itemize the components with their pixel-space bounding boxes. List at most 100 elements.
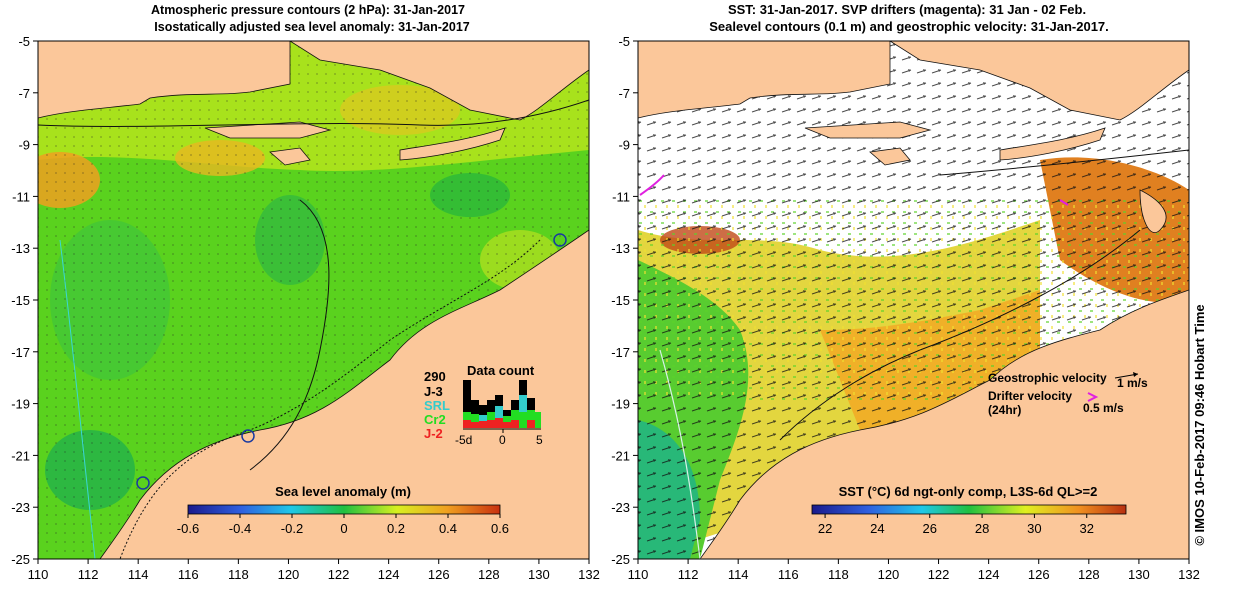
left-y-tick-label: -9: [18, 138, 30, 153]
left-y-tick-label: -11: [12, 189, 30, 204]
geostrophic-arrowhead-icon: [1133, 372, 1138, 377]
sst-colorbar-gradient: [811, 504, 1127, 515]
drifter-velocity-value: 0.5 m/s: [1083, 401, 1124, 415]
sst-colorbar-tick-label: 32: [1080, 521, 1094, 536]
data-count-tick-5: 5: [536, 433, 543, 447]
left-x-tick-label: 130: [528, 567, 550, 582]
australia-land-right: [699, 289, 1189, 559]
sla-colorbar-tick-label: 0.2: [387, 521, 405, 536]
right-y-tick-label: -25: [611, 552, 630, 567]
right-y-tick-label: -21: [611, 448, 630, 463]
left-x-tick-label: 120: [278, 567, 300, 582]
left-x-tick-label: 114: [128, 567, 149, 582]
right-y-tick-label: -19: [611, 397, 630, 412]
timor-right: [999, 127, 1106, 161]
left-x-axis: 110 112 114 116 118 120 122 124 126 128 130 132: [28, 559, 600, 582]
right-x-tick-label: 124: [978, 567, 1000, 582]
sla-colorbar-ticks: -0.6 -0.4 -0.2 0 0.2 0.4 0.6: [177, 514, 509, 536]
data-count-inset: Data count 290 J-3 SRL Cr2 J-2: [424, 363, 543, 447]
left-y-tick-label: -7: [18, 86, 30, 101]
left-map-canvas: [38, 41, 589, 559]
right-x-tick-label: 118: [828, 567, 849, 582]
sla-colorbar-tick-label: -0.4: [229, 521, 251, 536]
data-count-max: 290: [424, 369, 446, 384]
sla-colorbar-title: Sea level anomaly (m): [275, 484, 411, 499]
left-x-tick-label: 110: [28, 567, 49, 582]
right-x-axis: 110 112 114 116 118 120 122 124 126 128 130 132: [628, 559, 1200, 582]
drifter-velocity-label: Drifter velocity: [988, 389, 1072, 403]
left-map-panel: Atmospheric pressure contours (2 hPa): 3…: [11, 3, 600, 582]
right-x-tick-label: 120: [878, 567, 900, 582]
right-x-tick-label: 128: [1078, 567, 1100, 582]
right-y-tick-label: -5: [618, 34, 630, 49]
tide-gauge-2: [241, 429, 255, 443]
sst-colorbar-tick-label: 26: [923, 521, 937, 536]
sla-colorbar-tick-label: 0.6: [491, 521, 509, 536]
left-x-tick-label: 118: [228, 567, 249, 582]
right-title-line2: Sealevel contours (0.1 m) and geostrophi…: [709, 19, 1109, 34]
right-y-axis: -5 -7 -9 -11 -13 -15 -17 -19 -21 -23 -25: [611, 34, 638, 567]
pressure-contour-cyan: [59, 239, 96, 559]
data-count-tick-neg5: -5d: [455, 433, 472, 447]
right-x-tick-label: 132: [1178, 567, 1200, 582]
left-x-tick-label: 116: [178, 567, 199, 582]
drifter-velocity-sub: (24hr): [988, 403, 1021, 417]
island-northeast: [1139, 189, 1167, 233]
geostrophic-velocity-label: Geostrophic velocity: [988, 371, 1107, 385]
sst-colorbar-title: SST (°C) 6d ngt-only comp, L3S-6d QL>=2: [839, 484, 1098, 499]
left-x-tick-label: 132: [578, 567, 600, 582]
sst-colorbar-tick-label: 28: [975, 521, 989, 536]
right-x-tick-label: 110: [628, 567, 649, 582]
left-y-axis: -5 -7 -9 -11 -13 -15 -17 -19 -21 -23 -25: [11, 34, 38, 567]
sumba-left: [269, 147, 311, 166]
drifter-track-west: [639, 174, 665, 196]
right-x-tick-label: 130: [1128, 567, 1150, 582]
right-x-tick-label: 126: [1028, 567, 1050, 582]
sla-colorbar: Sea level anomaly (m) -0.6 -0.4 -0.2 0 0.2 0.…: [177, 484, 509, 536]
left-y-tick-label: -15: [11, 293, 30, 308]
right-title-line1: SST: 31-Jan-2017. SVP drifters (magenta)…: [728, 2, 1086, 17]
right-x-tick-label: 116: [778, 567, 799, 582]
left-y-tick-label: -5: [18, 34, 30, 49]
imos-credit: © IMOS 10-Feb-2017 09:46 Hobart Time: [1192, 304, 1207, 545]
australia-land-left: [99, 229, 589, 559]
legend-j2: J-2: [424, 426, 443, 441]
left-x-tick-label: 122: [328, 567, 350, 582]
sst-colorbar-tick-label: 22: [818, 521, 832, 536]
right-x-tick-label: 114: [728, 567, 749, 582]
borneo-land-left: [289, 41, 589, 121]
left-y-tick-label: -17: [11, 345, 30, 360]
timor-left: [399, 127, 506, 161]
depth-contour-left: [119, 239, 541, 559]
right-y-tick-label: -11: [612, 189, 630, 204]
legend-srl: SRL: [424, 398, 450, 413]
data-count-title: Data count: [467, 363, 535, 378]
lesser-sunda-right: [804, 121, 932, 139]
sst-colorbar: SST (°C) 6d ngt-only comp, L3S-6d QL>=2 …: [811, 484, 1127, 536]
sla-colorbar-tick-label: -0.6: [177, 521, 199, 536]
left-x-tick-label: 128: [478, 567, 500, 582]
sst-colorbar-ticks: 22 24 26 28 30 32: [818, 514, 1094, 536]
borneo-land-right: [889, 41, 1189, 121]
sealevel-contour-2: [779, 229, 1141, 441]
legend-cr2: Cr2: [424, 412, 446, 427]
geostrophic-velocity-value: 1 m/s: [1117, 376, 1148, 390]
sst-colorbar-tick-label: 24: [870, 521, 884, 536]
left-x-tick-label: 112: [78, 567, 99, 582]
left-title-line1: Atmospheric pressure contours (2 hPa): 3…: [151, 3, 465, 17]
left-y-tick-label: -19: [11, 397, 30, 412]
left-title-line2: Isostatically adjusted sea level anomaly…: [154, 20, 469, 34]
left-y-tick-label: -25: [11, 552, 30, 567]
left-y-tick-label: -21: [11, 448, 30, 463]
left-x-tick-label: 124: [378, 567, 400, 582]
sst-colorbar-tick-label: 30: [1027, 521, 1041, 536]
sealevel-contour-white: [659, 349, 701, 559]
sla-colorbar-tick-label: 0.4: [439, 521, 457, 536]
right-y-tick-label: -13: [611, 241, 630, 256]
sumba-right: [869, 147, 911, 166]
right-y-tick-label: -7: [618, 86, 630, 101]
right-y-tick-label: -17: [611, 345, 630, 360]
right-map-panel: SST: 31-Jan-2017. SVP drifters (magenta)…: [611, 2, 1200, 582]
